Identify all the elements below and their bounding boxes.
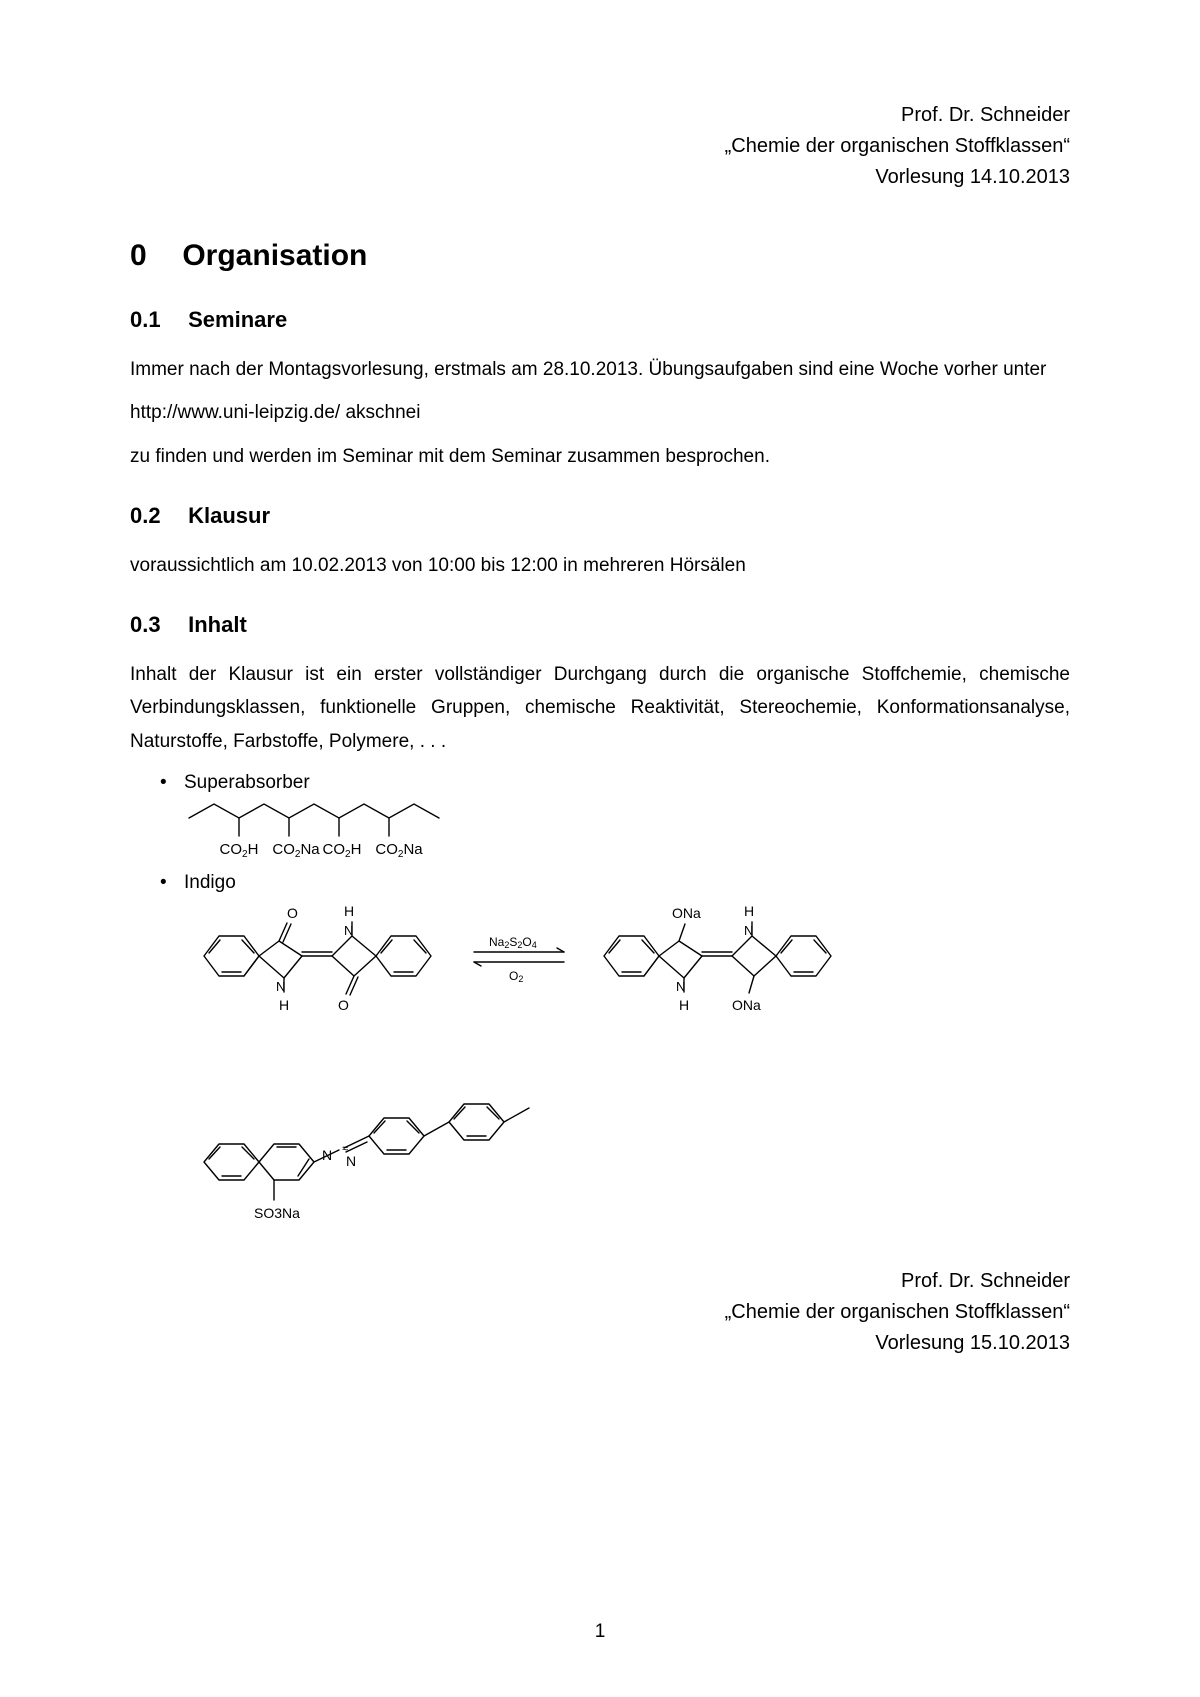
svg-text:ONa: ONa: [732, 997, 761, 1013]
svg-text:ONa: ONa: [672, 905, 701, 921]
subsection-01-text: Seminare: [188, 307, 287, 332]
footer-block: Prof. Dr. Schneider „Chemie der organisc…: [130, 1266, 1070, 1359]
footer-author: Prof. Dr. Schneider: [130, 1266, 1070, 1297]
svg-text:H: H: [344, 903, 354, 919]
svg-text:O: O: [287, 905, 298, 921]
svg-text:N: N: [344, 923, 353, 938]
svg-text:O2: O2: [509, 969, 523, 984]
bullet-superabsorber: Superabsorber CO2H CO2Na CO2H CO2Na: [160, 772, 1070, 866]
content-bullets: Superabsorber CO2H CO2Na CO2H CO2Na: [130, 772, 1070, 1232]
subsection-02-title: 0.2 Klausur: [130, 503, 1070, 529]
section-0-title: 0 Organisation: [130, 239, 1070, 273]
svg-text:SO3Na: SO3Na: [254, 1205, 300, 1221]
svg-text:N: N: [744, 923, 753, 938]
svg-text:H: H: [679, 997, 689, 1013]
bullet-superabsorber-label: Superabsorber: [184, 772, 310, 793]
bullet-indigo: Indigo: [160, 872, 1070, 1232]
page-number: 1: [0, 1621, 1200, 1643]
footer-course: „Chemie der organischen Stoffklassen“: [130, 1297, 1070, 1328]
svg-text:CO2Na: CO2Na: [375, 841, 423, 860]
svg-text:N: N: [276, 979, 285, 994]
svg-text:H: H: [744, 903, 754, 919]
header-course: „Chemie der organischen Stoffklassen“: [130, 131, 1070, 162]
svg-text:N: N: [322, 1147, 332, 1163]
svg-text:Na2S2O4: Na2S2O4: [489, 935, 537, 950]
subsection-02-number: 0.2: [130, 503, 182, 529]
bullet-indigo-label: Indigo: [184, 872, 236, 893]
header-date: Vorlesung 14.10.2013: [130, 162, 1070, 193]
header-author: Prof. Dr. Schneider: [130, 100, 1070, 131]
subsection-03-number: 0.3: [130, 612, 182, 638]
indigo-diagram: O H N N H O Na2S2O4 O2 ONa H N N H: [184, 896, 944, 1026]
subsection-01-title: 0.1 Seminare: [130, 307, 1070, 333]
sub02-para1: voraussichtlich am 10.02.2013 von 10:00 …: [130, 549, 1070, 582]
superabsorber-diagram: CO2H CO2Na CO2H CO2Na: [184, 796, 504, 866]
sub01-para3: zu finden und werden im Seminar mit dem …: [130, 440, 1070, 473]
subsection-01-number: 0.1: [130, 307, 182, 333]
sub03-para1: Inhalt der Klausur ist ein erster vollst…: [130, 658, 1070, 758]
subsection-03-title: 0.3 Inhalt: [130, 612, 1070, 638]
subsection-02-text: Klausur: [188, 503, 270, 528]
section-0-number: 0: [130, 239, 174, 273]
subsection-03-text: Inhalt: [188, 612, 247, 637]
sub01-para1: Immer nach der Montagsvorlesung, erstmal…: [130, 353, 1070, 386]
svg-text:N: N: [346, 1153, 356, 1169]
svg-text:N: N: [676, 979, 685, 994]
svg-text:O: O: [338, 997, 349, 1013]
footer-date: Vorlesung 15.10.2013: [130, 1328, 1070, 1359]
header-block: Prof. Dr. Schneider „Chemie der organisc…: [130, 100, 1070, 193]
azo-dye-diagram: N ≈ N SO3Na: [184, 1032, 644, 1232]
svg-text:CO2H: CO2H: [323, 841, 362, 860]
section-0-text: Organisation: [182, 239, 367, 272]
svg-text:CO2H: CO2H: [220, 841, 259, 860]
sub01-para2: http://www.uni-leipzig.de/ akschnei: [130, 396, 1070, 429]
svg-text:H: H: [279, 997, 289, 1013]
svg-text:CO2Na: CO2Na: [272, 841, 320, 860]
